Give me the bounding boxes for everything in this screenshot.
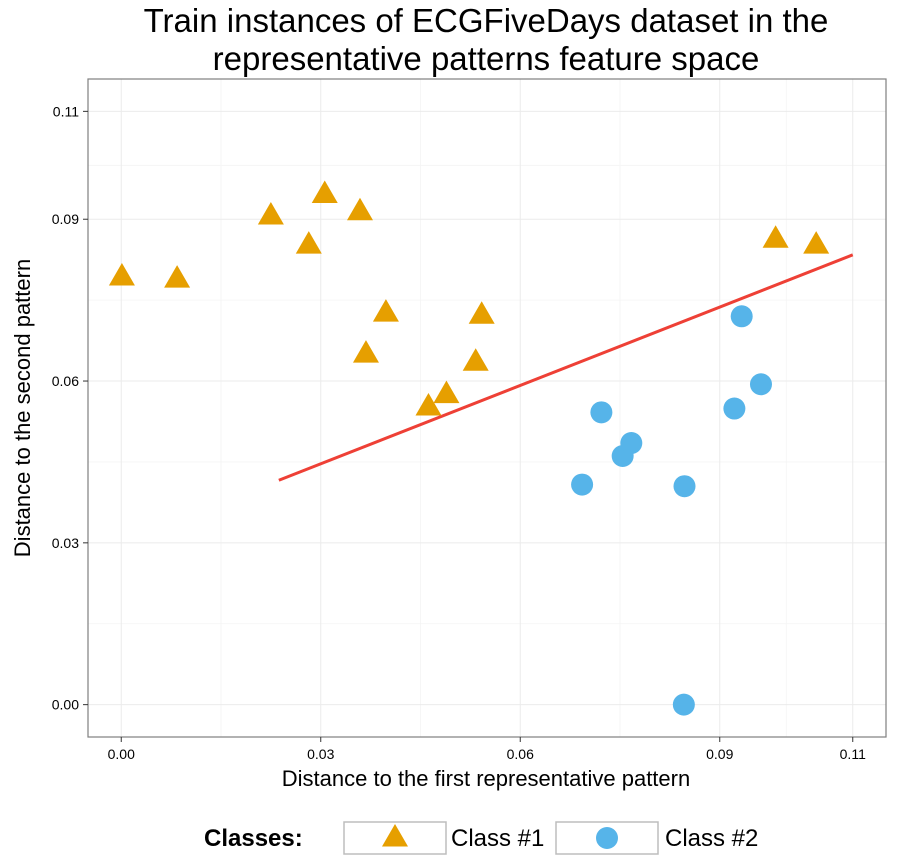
- legend-triangle-mark: [382, 824, 408, 847]
- legend-title: Classes:: [204, 825, 303, 852]
- x-tick-label: 0.11: [840, 746, 866, 762]
- decision-boundary: [278, 253, 854, 482]
- y-tick-label: 0.11: [53, 103, 79, 119]
- class-1-point: [468, 301, 495, 324]
- legend-circle-mark: [596, 827, 618, 849]
- class-1-point: [415, 392, 442, 416]
- plot-border: [87, 78, 887, 738]
- class-2-point: [730, 305, 753, 328]
- chart-title-line-2: representative patterns feature space: [213, 40, 760, 77]
- legend-circle-icon: [596, 827, 618, 849]
- x-axis-label: Distance to the first representative pat…: [282, 766, 690, 791]
- class-1-point: [762, 225, 789, 248]
- class-2-point: [673, 475, 696, 498]
- class-1-point: [346, 197, 373, 221]
- class-1-point: [164, 265, 191, 288]
- grid-lines: [88, 79, 886, 737]
- class-1-point: [311, 180, 338, 203]
- plot-area: [87, 78, 887, 738]
- class-2-point: [749, 373, 772, 396]
- class-2-point: [672, 693, 695, 716]
- legend-triangle-icon: [382, 824, 408, 847]
- class-1-point: [803, 231, 830, 254]
- class-1-point: [352, 340, 379, 363]
- class-1-point: [462, 348, 489, 371]
- x-tick-label: 0.06: [507, 746, 534, 762]
- legend: Classes: Class #1 Class #2: [204, 821, 758, 855]
- plot-background: [88, 79, 886, 737]
- class-1-point: [433, 380, 460, 404]
- class-1-point: [257, 202, 284, 225]
- class-2-point: [590, 401, 613, 424]
- x-tick-label: 0.09: [706, 746, 733, 762]
- y-tick-label: 0.03: [52, 535, 79, 551]
- y-tick-label: 0.06: [52, 373, 79, 389]
- y-tick-label: 0.00: [52, 697, 79, 713]
- class-2-point: [620, 432, 643, 455]
- y-tick-label: 0.09: [52, 211, 79, 227]
- legend-label-class-1: Class #1: [451, 825, 544, 852]
- x-tick-label: 0.00: [108, 746, 135, 762]
- chart-title-line-1: Train instances of ECGFiveDays dataset i…: [144, 2, 829, 39]
- class-2-point: [723, 397, 746, 420]
- x-axis-ticks: 0.00 0.03 0.06 0.09 0.11: [108, 737, 866, 762]
- x-tick-label: 0.03: [307, 746, 334, 762]
- class-1-point: [372, 299, 399, 322]
- class-1-point: [108, 262, 135, 286]
- y-axis-label: Distance to the second pattern: [10, 259, 35, 557]
- class-1-point: [295, 231, 322, 254]
- decision-line: [278, 253, 854, 482]
- legend-label-class-2: Class #2: [665, 825, 758, 852]
- y-axis-ticks: 0.00 0.03 0.06 0.09 0.11: [52, 103, 88, 713]
- data-points: [108, 180, 830, 716]
- class-2-point: [571, 473, 594, 496]
